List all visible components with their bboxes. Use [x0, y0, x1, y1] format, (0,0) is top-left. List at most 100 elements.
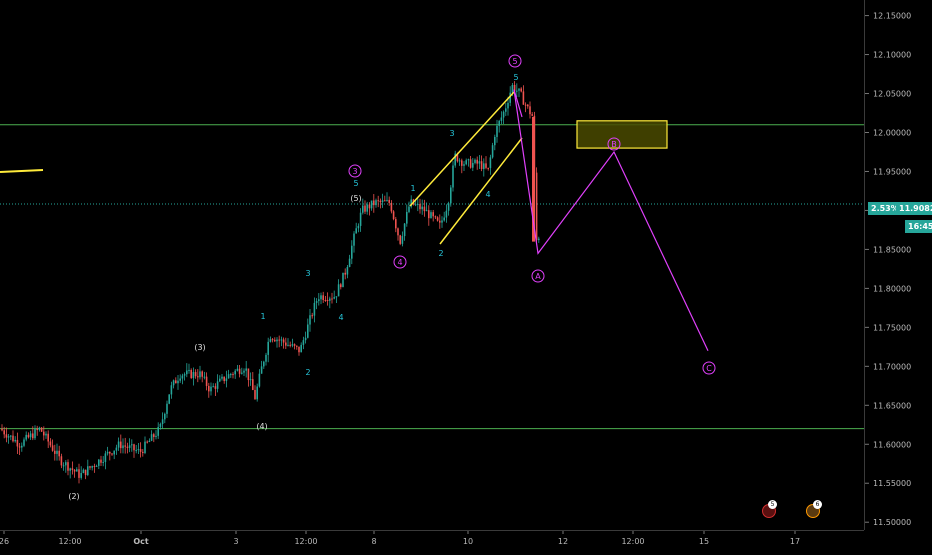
- candle-body: [467, 159, 470, 161]
- candle-body: [505, 108, 507, 112]
- price-axis[interactable]: 12.15000 12.10000 12.05000 12.00000 11.95000…: [864, 0, 932, 530]
- candle-body: [192, 372, 195, 378]
- projection-segment: [513, 89, 523, 118]
- candle-body: [485, 163, 487, 168]
- candle-body: [337, 284, 340, 297]
- candle-body: [377, 200, 379, 202]
- time-tick-label: 3: [233, 537, 238, 546]
- candle-body: [157, 426, 159, 436]
- price-tick-label: 11.60000: [873, 440, 911, 449]
- candle-body: [265, 354, 267, 362]
- chart-pane[interactable]: (2) (3) (4) (5) 1 2 3 4 5 1 2 3 4 5 3 4 5 A B C: [0, 0, 864, 530]
- candle-body: [115, 447, 118, 451]
- candle-body: [502, 111, 505, 118]
- candle-body: [309, 315, 311, 325]
- wave-label: 4: [397, 258, 402, 267]
- candle-body: [260, 366, 263, 374]
- dividend-event-icon[interactable]: 5: [762, 500, 777, 518]
- candle-body: [293, 344, 296, 346]
- candle-body: [254, 389, 256, 400]
- candle-body: [390, 202, 393, 212]
- candle-body: [166, 403, 168, 414]
- candle-body: [73, 469, 76, 472]
- wave-label: B: [611, 140, 617, 149]
- price-chart[interactable]: (2) (3) (4) (5) 1 2 3 4 5 1 2 3 4 5 3 4 5 A B C: [0, 0, 864, 530]
- candle-body: [258, 373, 261, 387]
- candle-body: [25, 434, 27, 440]
- wave-label: 3: [449, 129, 454, 138]
- wave-label: (4): [256, 422, 267, 431]
- time-tick-label: 12: [558, 537, 568, 546]
- candle-body: [494, 136, 496, 146]
- candle-body: [388, 199, 390, 203]
- candle-body: [14, 439, 16, 442]
- candle-body: [406, 211, 408, 224]
- candle-body: [109, 451, 111, 454]
- wave-label-circle: [531, 269, 545, 283]
- wave-label: (2): [68, 492, 79, 501]
- candle-body: [232, 374, 234, 376]
- candle-body: [311, 315, 313, 317]
- price-tick-label: 12.05000: [873, 90, 911, 99]
- candle-body: [487, 167, 489, 169]
- candle-body: [538, 238, 540, 241]
- wave-label: 5: [513, 73, 518, 82]
- time-tick-label: 17: [790, 537, 800, 546]
- candle-body: [370, 200, 373, 209]
- candle-body: [280, 339, 283, 341]
- wave-label: 3: [352, 167, 357, 176]
- candle-body: [524, 104, 527, 106]
- candle-body: [322, 295, 324, 300]
- candle-body: [51, 445, 54, 451]
- candle-body: [40, 427, 43, 432]
- candle-body: [49, 441, 52, 446]
- candle-body: [122, 445, 124, 449]
- candle-body: [38, 427, 41, 430]
- candle-body: [397, 228, 399, 236]
- candle-body: [509, 92, 511, 103]
- candle-body: [256, 386, 258, 400]
- candle-body: [507, 102, 509, 109]
- candle-body: [276, 339, 278, 342]
- wave-label-circle: [702, 361, 716, 375]
- candle-body: [212, 386, 214, 388]
- wave-label-circle: [393, 255, 407, 269]
- candle-body: [513, 84, 516, 92]
- candle-body: [120, 441, 122, 449]
- candle-body: [474, 159, 476, 163]
- wave-label: 4: [485, 190, 490, 199]
- candle-body: [249, 379, 252, 381]
- candle-body: [353, 233, 355, 246]
- candle-body: [243, 370, 245, 373]
- wave-label: 1: [260, 312, 265, 321]
- candle-body: [18, 446, 21, 448]
- wave-label: C: [706, 364, 712, 373]
- candle-body: [480, 161, 483, 169]
- candle-body: [150, 434, 153, 441]
- wave-label-circle: [348, 164, 362, 178]
- candle-body: [58, 450, 60, 457]
- candle-body: [359, 212, 362, 226]
- candle-body: [278, 339, 280, 341]
- candle-body: [491, 145, 494, 158]
- candle-body: [175, 380, 177, 384]
- candle-body: [357, 225, 360, 229]
- candle-body: [421, 206, 423, 210]
- candle-body: [93, 466, 96, 468]
- price-tick-label: 11.50000: [873, 518, 911, 527]
- candle-body: [43, 431, 45, 436]
- candle-body: [199, 371, 201, 378]
- candle-body: [219, 378, 221, 382]
- earnings-event-icon[interactable]: 6: [806, 500, 822, 518]
- price-tick-label: 11.80000: [873, 284, 911, 293]
- abc-projection-path: [513, 89, 709, 351]
- candle-body: [298, 346, 300, 353]
- candle-body: [36, 428, 38, 430]
- candle-body: [463, 164, 465, 166]
- candle-body: [126, 446, 129, 448]
- candle-body: [153, 434, 155, 437]
- candle-body: [234, 370, 236, 375]
- last-price-badge: 11.90827: [896, 202, 932, 215]
- candle-body: [478, 161, 481, 164]
